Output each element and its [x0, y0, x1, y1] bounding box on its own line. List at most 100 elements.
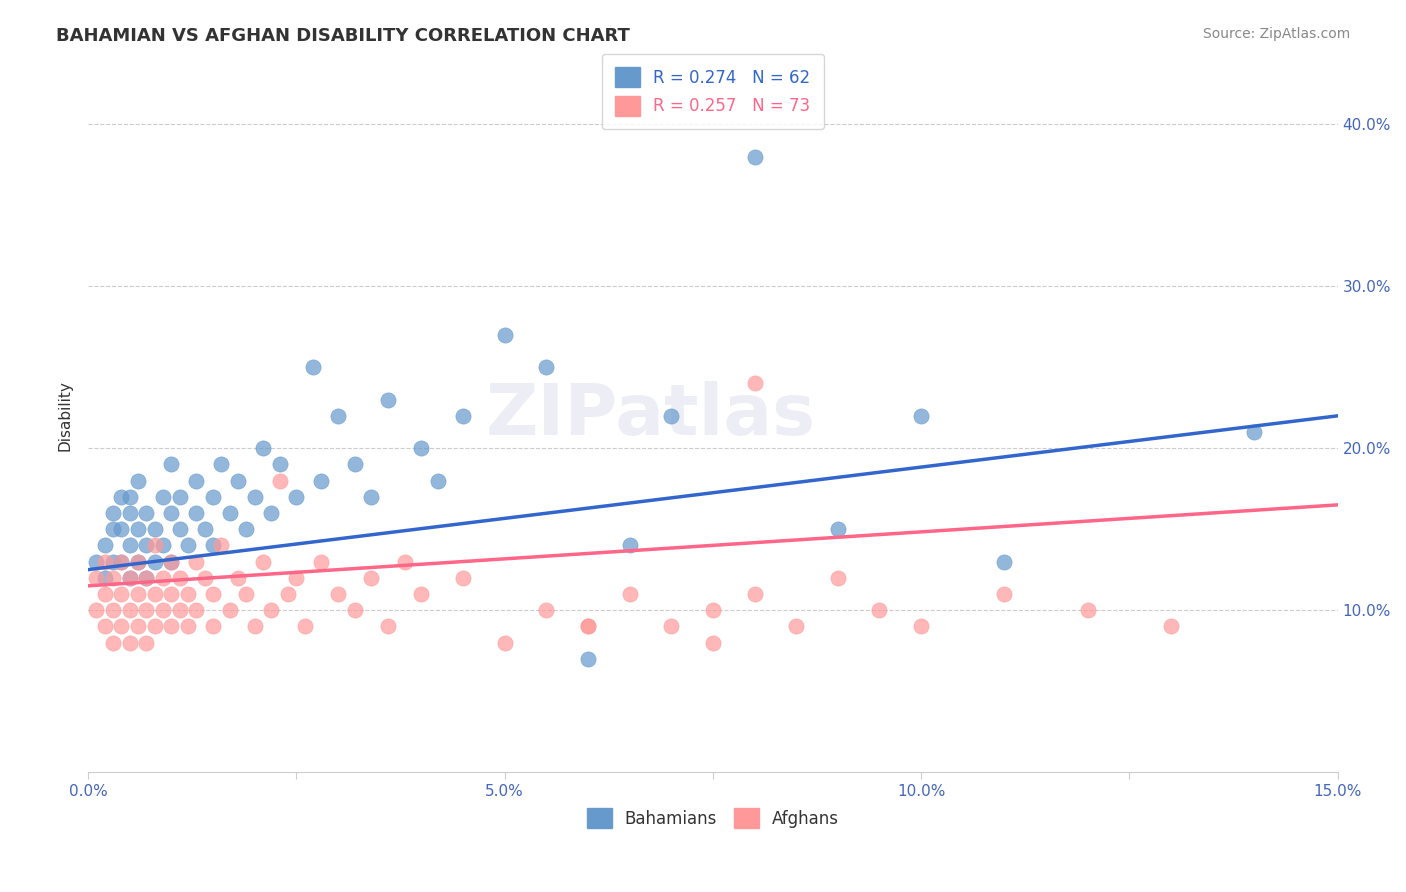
Point: [202, 619, 225, 633]
Point: [177, 619, 200, 633]
Point: [744, 376, 766, 391]
Point: [218, 506, 240, 520]
Point: [619, 587, 641, 601]
Point: [110, 555, 132, 569]
Point: [118, 506, 141, 520]
Point: [86, 555, 108, 569]
Point: [177, 538, 200, 552]
Point: [101, 571, 124, 585]
Point: [160, 555, 183, 569]
Point: [285, 490, 308, 504]
Point: [285, 571, 308, 585]
Point: [360, 571, 382, 585]
Point: [160, 619, 183, 633]
Point: [993, 555, 1015, 569]
Point: [827, 522, 849, 536]
Point: [143, 619, 166, 633]
Point: [118, 635, 141, 649]
Point: [269, 474, 291, 488]
Point: [101, 603, 124, 617]
Y-axis label: Disability: Disability: [58, 380, 72, 451]
Point: [127, 522, 149, 536]
Point: [118, 490, 141, 504]
Point: [110, 490, 132, 504]
Point: [343, 603, 366, 617]
Point: [269, 458, 291, 472]
Point: [260, 506, 283, 520]
Point: [576, 651, 599, 665]
Point: [993, 587, 1015, 601]
Point: [202, 490, 225, 504]
Point: [277, 587, 299, 601]
Point: [702, 603, 724, 617]
Point: [160, 555, 183, 569]
Point: [869, 603, 891, 617]
Point: [576, 619, 599, 633]
Point: [209, 538, 232, 552]
Point: [186, 474, 208, 488]
Point: [101, 522, 124, 536]
Point: [326, 587, 349, 601]
Point: [226, 571, 249, 585]
Point: [377, 619, 399, 633]
Point: [218, 603, 240, 617]
Point: [152, 490, 174, 504]
Point: [152, 571, 174, 585]
Point: [127, 555, 149, 569]
Legend: Bahamians, Afghans: Bahamians, Afghans: [579, 801, 846, 835]
Point: [118, 538, 141, 552]
Point: [110, 522, 132, 536]
Point: [94, 571, 117, 585]
Point: [169, 571, 191, 585]
Point: [744, 587, 766, 601]
Point: [135, 571, 157, 585]
Point: [394, 555, 416, 569]
Point: [135, 506, 157, 520]
Point: [94, 555, 117, 569]
Point: [143, 587, 166, 601]
Point: [127, 619, 149, 633]
Point: [702, 635, 724, 649]
Point: [152, 603, 174, 617]
Point: [226, 474, 249, 488]
Point: [427, 474, 450, 488]
Point: [86, 571, 108, 585]
Point: [235, 522, 257, 536]
Point: [411, 587, 433, 601]
Point: [110, 587, 132, 601]
Text: BAHAMIAN VS AFGHAN DISABILITY CORRELATION CHART: BAHAMIAN VS AFGHAN DISABILITY CORRELATIO…: [56, 27, 630, 45]
Text: Source: ZipAtlas.com: Source: ZipAtlas.com: [1202, 27, 1350, 41]
Text: ZIPatlas: ZIPatlas: [485, 381, 815, 450]
Point: [343, 458, 366, 472]
Point: [186, 555, 208, 569]
Point: [659, 619, 682, 633]
Point: [160, 587, 183, 601]
Point: [311, 555, 333, 569]
Point: [135, 603, 157, 617]
Point: [169, 490, 191, 504]
Point: [411, 441, 433, 455]
Point: [260, 603, 283, 617]
Point: [135, 571, 157, 585]
Point: [451, 571, 474, 585]
Point: [143, 538, 166, 552]
Point: [94, 619, 117, 633]
Point: [360, 490, 382, 504]
Point: [169, 522, 191, 536]
Point: [110, 619, 132, 633]
Point: [243, 619, 266, 633]
Point: [127, 587, 149, 601]
Point: [536, 603, 558, 617]
Point: [169, 603, 191, 617]
Point: [160, 458, 183, 472]
Point: [101, 635, 124, 649]
Point: [252, 441, 274, 455]
Point: [311, 474, 333, 488]
Point: [86, 603, 108, 617]
Point: [143, 555, 166, 569]
Point: [910, 409, 932, 423]
Point: [177, 587, 200, 601]
Point: [194, 522, 217, 536]
Point: [619, 538, 641, 552]
Point: [160, 506, 183, 520]
